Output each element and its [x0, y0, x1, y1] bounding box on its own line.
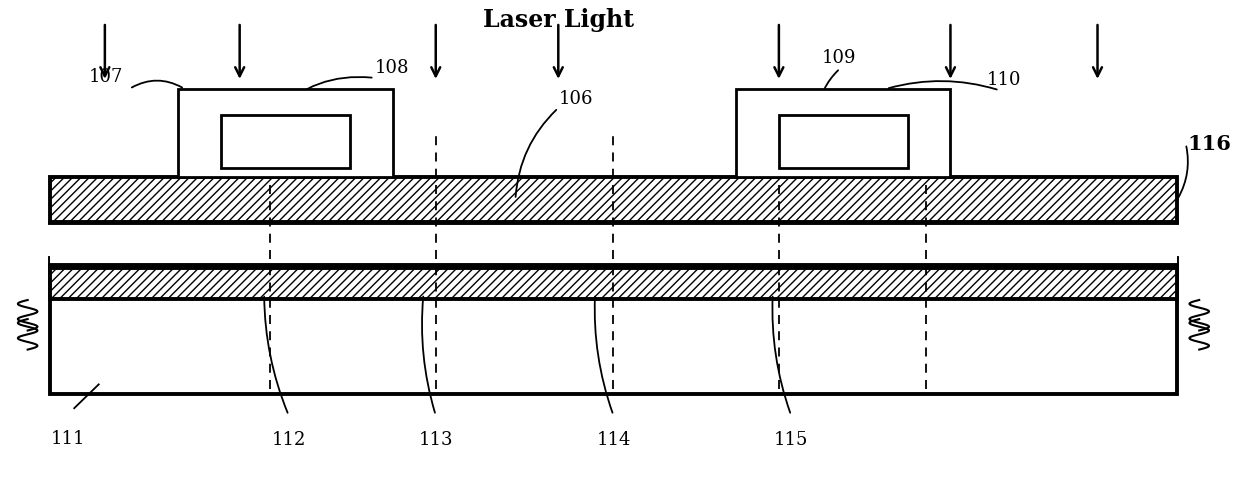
Text: 115: 115	[774, 431, 808, 449]
Bar	[779, 115, 908, 167]
Bar	[179, 89, 393, 177]
Text: 113: 113	[418, 431, 453, 449]
Text: 106: 106	[558, 90, 593, 108]
Text: 112: 112	[272, 431, 306, 449]
Text: 114: 114	[596, 431, 631, 449]
Text: 107: 107	[89, 68, 123, 87]
Bar	[221, 115, 350, 167]
Text: Laser Light: Laser Light	[482, 8, 634, 32]
Bar	[50, 268, 1177, 299]
Bar	[50, 258, 1177, 394]
Bar	[50, 223, 1177, 265]
Text: 109: 109	[822, 49, 857, 67]
Bar	[737, 89, 950, 177]
Text: 111: 111	[51, 430, 86, 447]
Bar	[50, 177, 1177, 222]
Text: 110: 110	[987, 71, 1022, 89]
Text: 108: 108	[374, 59, 409, 77]
Text: 116: 116	[1187, 134, 1231, 154]
